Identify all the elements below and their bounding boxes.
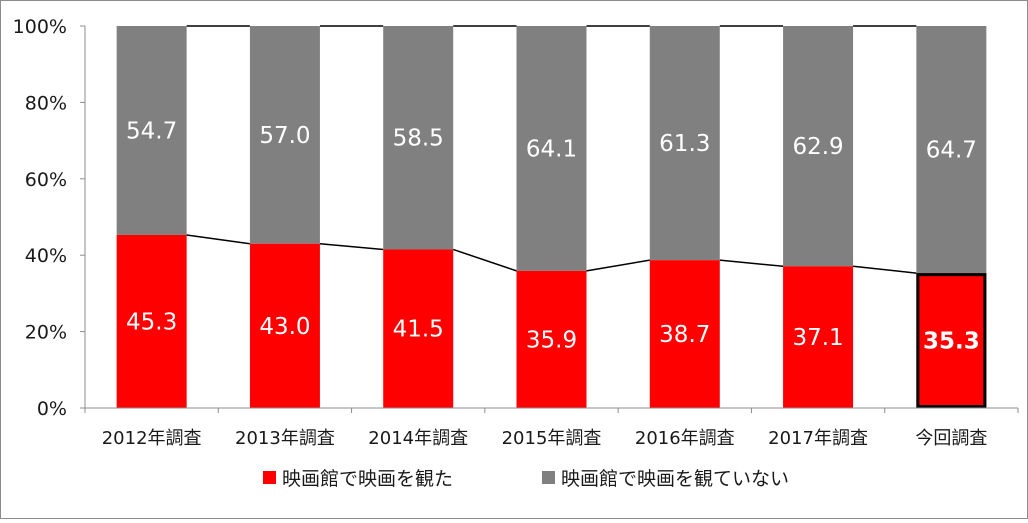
y-tick-label: 0% — [37, 398, 67, 420]
series-line-watched — [186, 234, 251, 245]
legend: 映画館で映画を観た 映画館で映画を観ていない — [263, 468, 789, 490]
axes: 0% 20% 40% 60% 80% 100% 2012年調査 2013年調査 2014年調査 2… — [13, 16, 1019, 449]
data-label-watched: 35.3 — [923, 329, 980, 355]
bar-segment-not-watched — [516, 26, 587, 271]
series-line-watched — [319, 242, 384, 251]
data-label-not-watched: 57.0 — [259, 123, 310, 149]
bar-segment-watched — [783, 266, 854, 408]
bar-segment-watched — [649, 260, 720, 408]
highlight-outline — [916, 273, 987, 408]
x-tick-label: 2016年調査 — [635, 428, 735, 449]
series-lines — [186, 25, 917, 274]
x-tick-label: 2017年調査 — [768, 428, 868, 449]
x-tick-label: 今回調査 — [915, 428, 987, 449]
data-label-watched: 41.5 — [393, 317, 444, 343]
series-line-watched — [719, 259, 784, 268]
y-tick-label: 100% — [13, 16, 67, 38]
x-tick-label: 2015年調査 — [502, 428, 602, 449]
bar-segment-not-watched — [116, 26, 187, 235]
legend-swatch — [263, 471, 276, 484]
data-label-not-watched: 64.1 — [526, 136, 577, 162]
x-tick-label: 2012年調査 — [102, 428, 202, 449]
x-tick-label: 2013年調査 — [235, 428, 335, 449]
y-tick-label: 20% — [25, 322, 67, 344]
legend-label: 映画館で映画を観ていない — [561, 468, 789, 490]
bar-segment-watched — [916, 273, 987, 408]
y-tick-label: 60% — [25, 169, 67, 191]
data-label-not-watched: 61.3 — [659, 131, 710, 157]
bar-segment-watched — [516, 270, 587, 408]
series-line-watched — [852, 265, 917, 274]
bar-segment-not-watched — [783, 26, 854, 267]
data-label-watched: 45.3 — [126, 309, 177, 335]
series-line-watched — [586, 259, 650, 272]
data-label-watched: 43.0 — [259, 314, 310, 340]
data-label-watched: 35.9 — [526, 327, 577, 353]
data-label-not-watched: 64.7 — [926, 138, 977, 164]
data-label-not-watched: 54.7 — [126, 118, 177, 144]
legend-swatch — [542, 471, 555, 484]
data-label-not-watched: 58.5 — [393, 126, 444, 152]
bar-segment-not-watched — [383, 26, 454, 250]
data-label-watched: 38.7 — [659, 322, 710, 348]
data-label-not-watched: 62.9 — [792, 134, 843, 160]
bar-segment-watched — [116, 234, 187, 408]
bar-segment-watched — [249, 243, 320, 408]
x-tick-label: 2014年調査 — [368, 428, 468, 449]
data-labels: 45.3 54.7 43.0 57.0 41.5 58.5 35.9 64.1 38.7 61.3… — [126, 118, 980, 354]
data-label-watched: 37.1 — [792, 325, 843, 351]
bar-segment-not-watched — [649, 26, 720, 261]
legend-label: 映画館で映画を観た — [282, 468, 453, 490]
y-tick-label: 80% — [25, 92, 67, 114]
bar-segment-not-watched — [916, 26, 987, 274]
bar-segment-not-watched — [249, 26, 320, 244]
bars — [116, 26, 987, 408]
bar-segment-watched — [383, 249, 454, 408]
series-line-watched — [452, 248, 517, 272]
y-tick-label: 40% — [25, 245, 67, 267]
